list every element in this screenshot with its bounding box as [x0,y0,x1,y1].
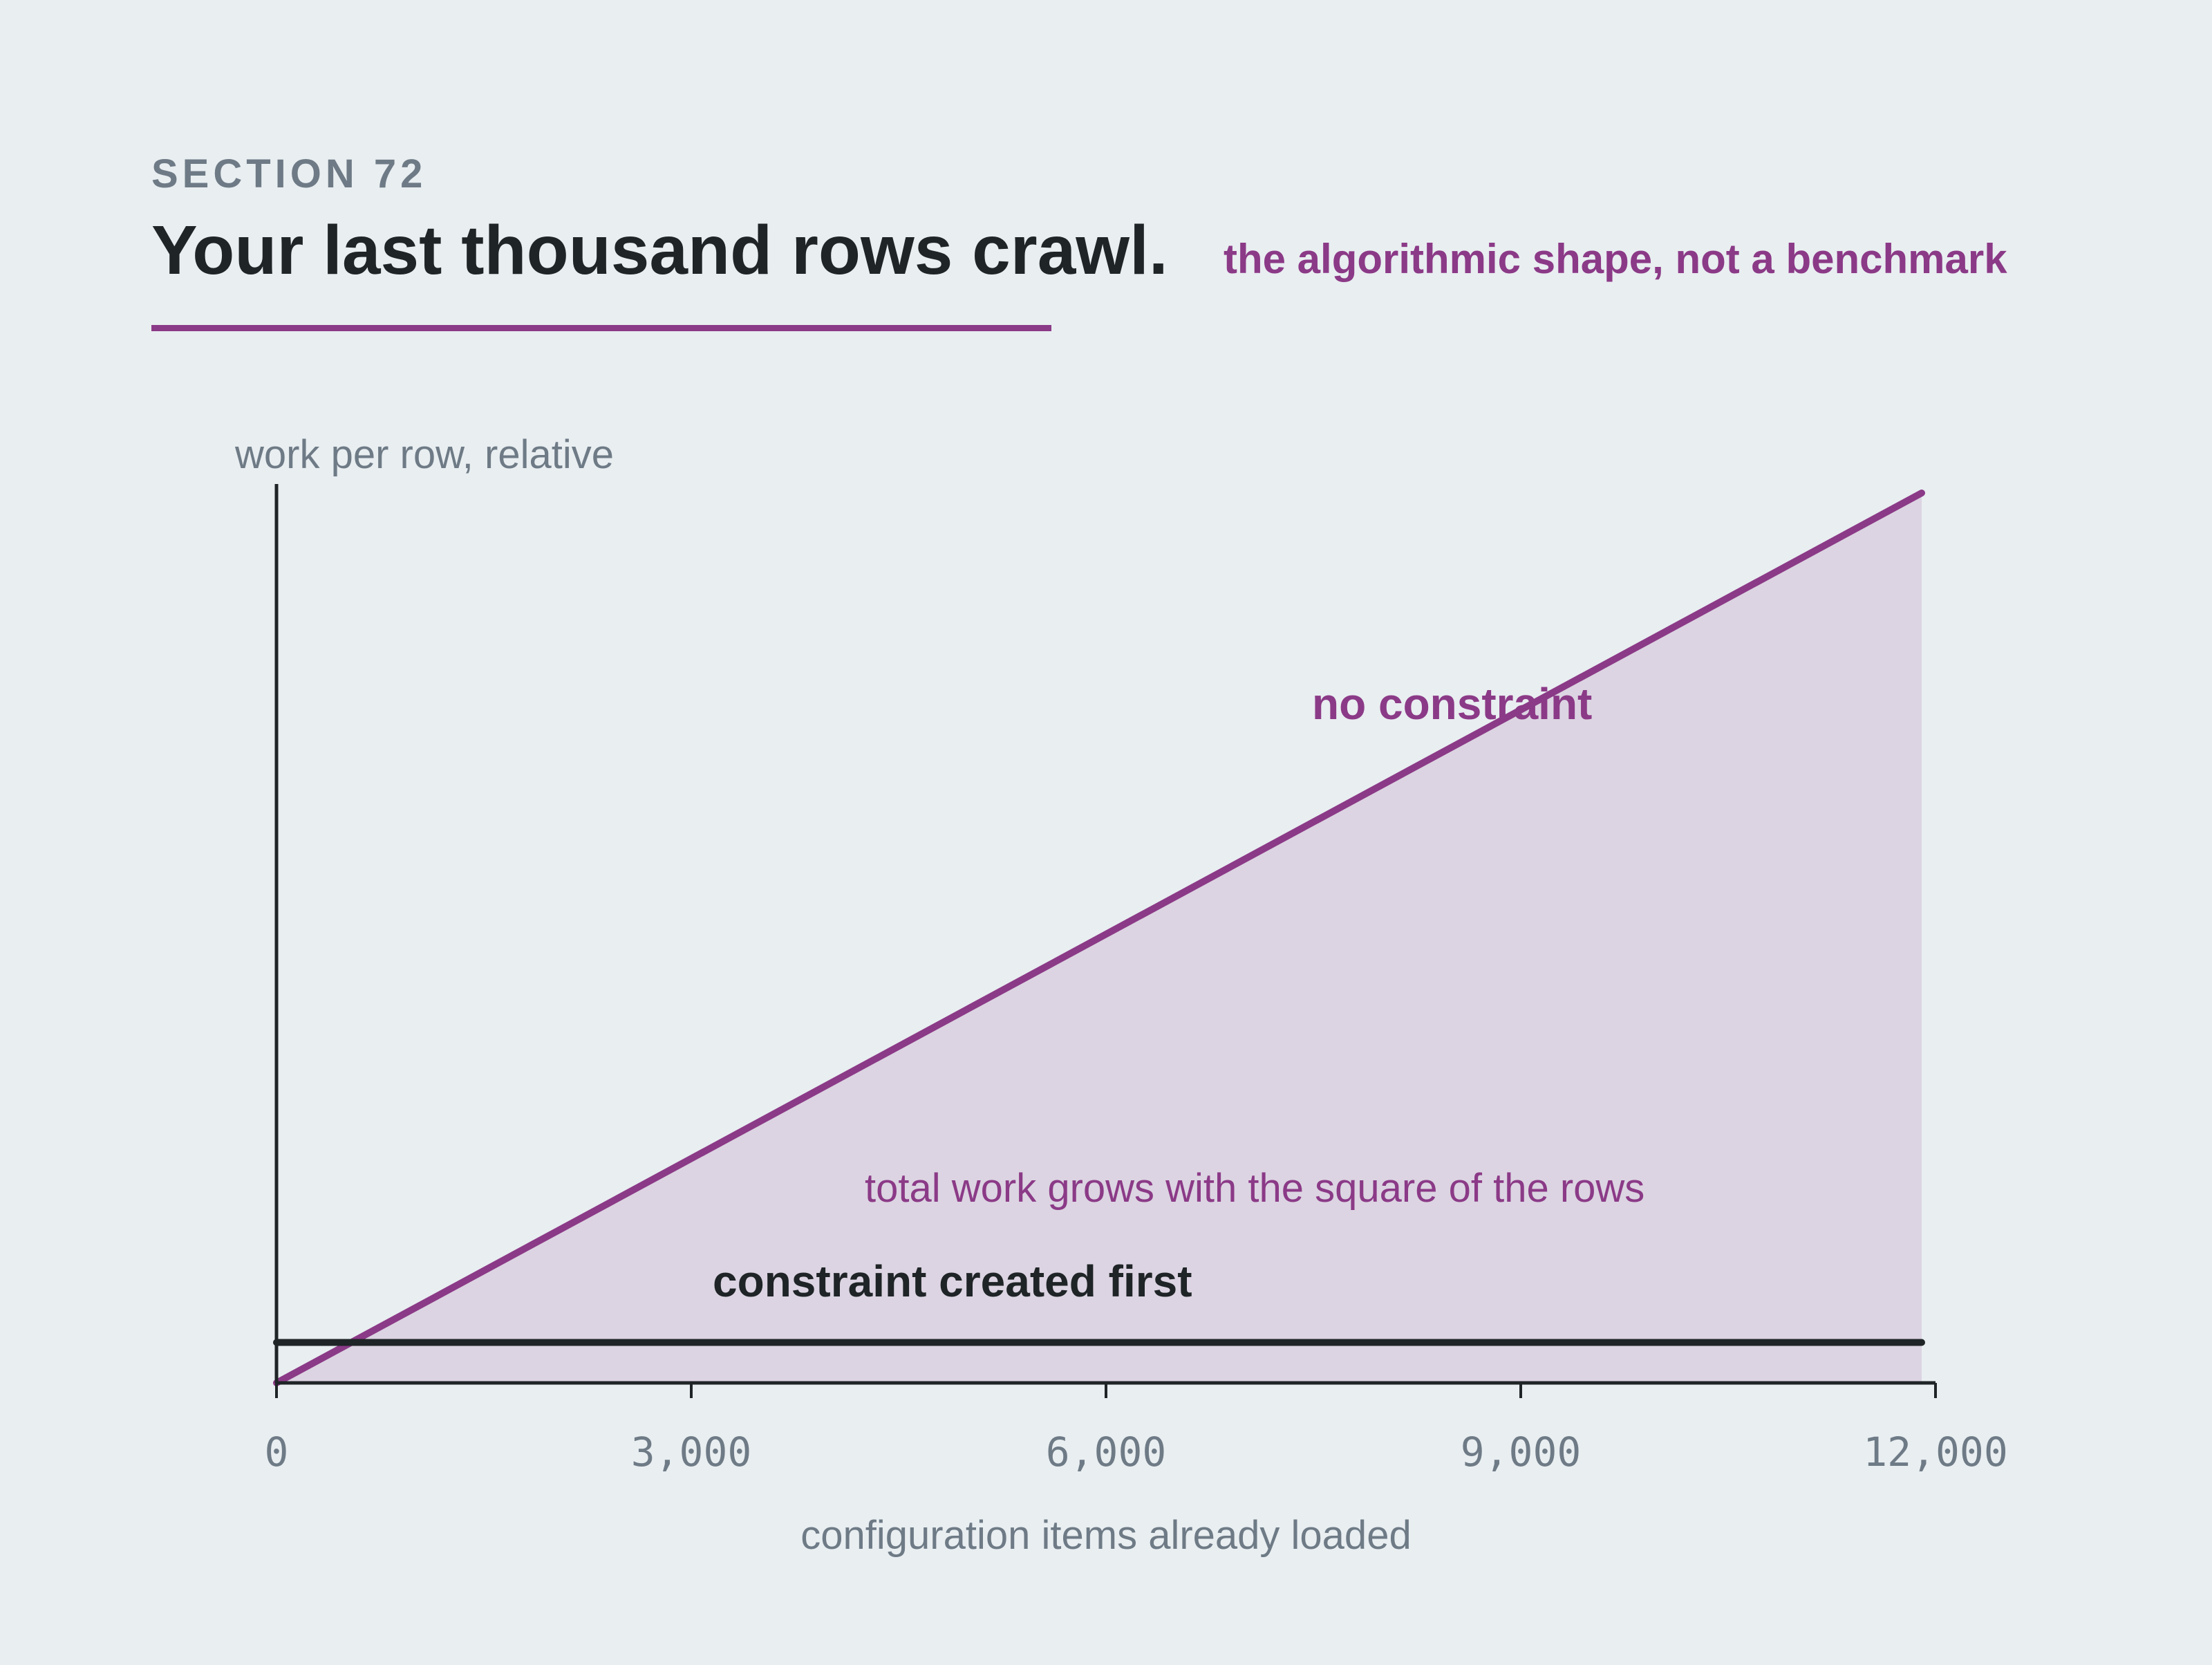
x-tick-label: 12,000 [1863,1429,2008,1476]
line-layer [273,490,1925,1386]
series-label-no-constraint: no constraint [1312,679,1592,729]
x-ticks: 0 3,000 6,000 9,000 12,000 [265,1383,2008,1476]
section-label: SECTION 72 [151,151,427,196]
x-axis-title: configuration items already loaded [800,1513,1411,1558]
x-tick-label: 9,000 [1461,1429,1582,1476]
chart-title: Your last thousand rows crawl. [151,212,1168,289]
annotation-square-growth: total work grows with the square of the … [865,1166,1644,1211]
x-tick-label: 0 [265,1429,289,1476]
series-label-constraint-created-first: constraint created first [713,1256,1192,1306]
title-underline [151,325,1051,331]
x-tick-label: 6,000 [1046,1429,1167,1476]
x-tick-label: 3,000 [631,1429,752,1476]
y-axis-title: work per row, relative [234,432,614,477]
chart-subtitle: the algorithmic shape, not a benchmark [1224,236,2007,282]
series-line-no-constraint [273,490,1925,1386]
